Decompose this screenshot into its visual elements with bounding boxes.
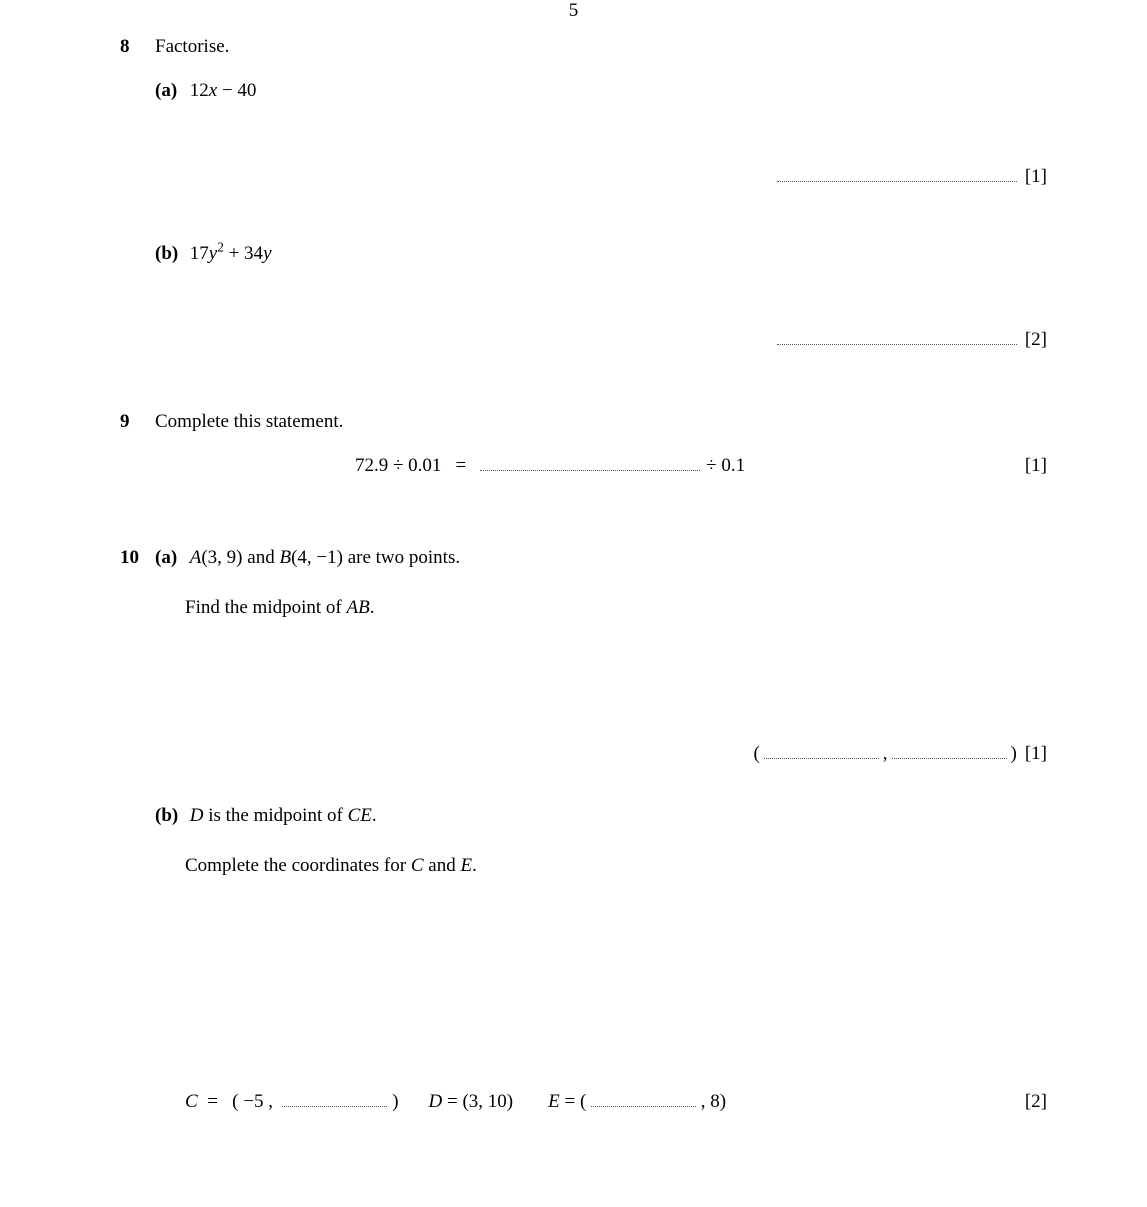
q8b-label: (b) bbox=[155, 243, 185, 265]
q10a-line2: Find the midpoint of AB. bbox=[155, 597, 1047, 619]
q8b-answer-line[interactable] bbox=[777, 325, 1017, 345]
q10b-line1: D is the midpoint of CE. bbox=[190, 805, 377, 826]
q10a-line1: A(3, 9) and B(4, −1) are two points. bbox=[190, 547, 460, 568]
q10b-label: (b) bbox=[155, 805, 185, 827]
q8a-marks: [1] bbox=[1025, 166, 1047, 188]
q9-rhs-suffix: ÷ 0.1 bbox=[706, 455, 745, 477]
q10b-E-suffix: , 8) bbox=[696, 1091, 726, 1113]
q10a-close-paren: ) bbox=[1011, 743, 1017, 765]
q8a-answer-line[interactable] bbox=[777, 162, 1017, 182]
q8-title: Factorise. bbox=[155, 36, 1047, 58]
q9-answer-line[interactable] bbox=[480, 451, 700, 471]
page-number: 5 bbox=[569, 0, 579, 22]
q9-title: Complete this statement. bbox=[155, 411, 1047, 433]
question-9: 9 Complete this statement. bbox=[120, 411, 1047, 433]
q10b-marks: [2] bbox=[1025, 1091, 1047, 1113]
q10-number: 10 bbox=[120, 547, 155, 569]
exam-page: 5 8 Factorise. (a) 12x − 40 [1] (b) 17y2… bbox=[0, 0, 1147, 1207]
q10b-coords-row: C = ( −5 , ) D = (3, 10) E = ( , 8) [2] bbox=[120, 1087, 1047, 1113]
q9-number: 9 bbox=[120, 411, 155, 433]
q10b-line2: Complete the coordinates for C and E. bbox=[155, 855, 1047, 877]
q10b-c-y-line[interactable] bbox=[282, 1087, 387, 1107]
q8b-marks: [2] bbox=[1025, 329, 1047, 351]
q10a-label: (a) bbox=[155, 547, 185, 569]
q8-number: 8 bbox=[120, 36, 155, 58]
q8a-expression: 12x − 40 bbox=[190, 80, 257, 101]
q8a: (a) 12x − 40 bbox=[120, 80, 1047, 102]
q10a-comma: , bbox=[883, 743, 888, 765]
q10a-answer-row: ( , ) [1] bbox=[120, 739, 1047, 765]
q10b-C: C = ( −5 , bbox=[185, 1091, 282, 1113]
q9-lhs: 72.9 ÷ 0.01 bbox=[355, 455, 441, 477]
q8a-label: (a) bbox=[155, 80, 185, 102]
q10a-open-paren: ( bbox=[753, 743, 759, 765]
q9-marks: [1] bbox=[1025, 455, 1047, 477]
q10b-D: D = (3, 10) bbox=[429, 1091, 514, 1113]
q10b-e-x-line[interactable] bbox=[591, 1087, 696, 1107]
q10b: (b) D is the midpoint of CE. Complete th… bbox=[120, 805, 1047, 877]
q8b-expression: 17y2 + 34y bbox=[190, 243, 272, 264]
question-10: 10 (a) A(3, 9) and B(4, −1) are two poin… bbox=[120, 547, 1047, 619]
q9-equals: = bbox=[455, 455, 466, 477]
q10b-C-close: ) bbox=[387, 1091, 398, 1113]
q9-equation-row: 72.9 ÷ 0.01 = ÷ 0.1 [1] bbox=[120, 451, 1047, 477]
question-8: 8 Factorise. bbox=[120, 36, 1047, 58]
q8b: (b) 17y2 + 34y bbox=[120, 243, 1047, 265]
q10a-marks: [1] bbox=[1025, 743, 1047, 765]
q10a-y-line[interactable] bbox=[892, 739, 1007, 759]
q8a-answer-row: [1] bbox=[120, 162, 1047, 188]
q10b-E: E = ( bbox=[548, 1091, 591, 1113]
q10a-x-line[interactable] bbox=[764, 739, 879, 759]
page-content: 8 Factorise. (a) 12x − 40 [1] (b) 17y2 +… bbox=[120, 36, 1047, 1113]
q8b-answer-row: [2] bbox=[120, 325, 1047, 351]
